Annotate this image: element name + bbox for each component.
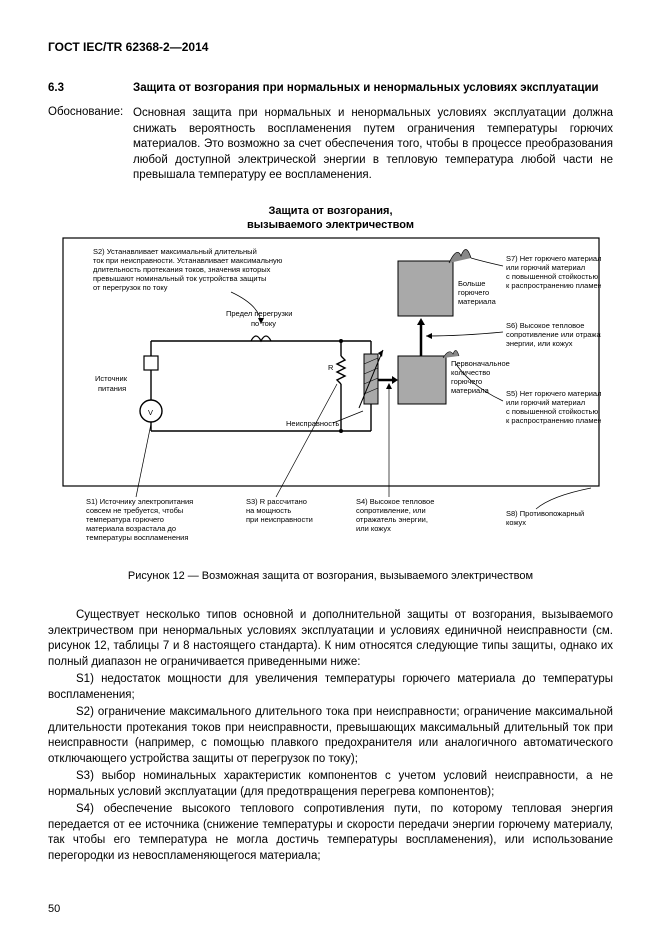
svg-text:совсем не требуется, чтобы: совсем не требуется, чтобы — [86, 506, 183, 515]
page-number: 50 — [48, 903, 60, 915]
section-title: Защита от возгорания при нормальных и не… — [133, 82, 613, 94]
svg-text:температура горючего: температура горючего — [86, 515, 164, 524]
svg-text:энергии, или кожух: энергии, или кожух — [506, 339, 573, 348]
svg-text:питания: питания — [98, 384, 126, 393]
justification-label: Обоснование: — [48, 106, 133, 184]
justification-text: Основная защита при нормальных и ненорма… — [133, 106, 613, 184]
body-text: Существует несколько типов основной и до… — [48, 608, 613, 864]
svg-text:S1) Источнику электропитания: S1) Источнику электропитания — [86, 497, 193, 506]
svg-text:V: V — [148, 408, 153, 417]
para-s3: S3) выбор номинальных характеристик комп… — [48, 769, 613, 800]
svg-text:R: R — [328, 363, 334, 372]
figure-caption: Рисунок 12 — Возможная защита от возгора… — [48, 570, 613, 582]
svg-text:длительность протекания токов,: длительность протекания токов, значения … — [93, 265, 271, 274]
svg-text:кожух: кожух — [506, 518, 526, 527]
para-s2: S2) ограничение максимального длительног… — [48, 705, 613, 767]
svg-text:к распространению пламени: к распространению пламени — [506, 281, 601, 290]
section-number: 6.3 — [48, 82, 133, 94]
svg-text:S2) Устанавливает максимальный: S2) Устанавливает максимальный длительны… — [93, 247, 257, 256]
svg-text:горючего: горючего — [458, 288, 489, 297]
svg-text:температуры воспламенения: температуры воспламенения — [86, 533, 188, 542]
svg-text:S4) Высокое тепловое: S4) Высокое тепловое — [356, 497, 434, 506]
svg-text:S3) R рассчитано: S3) R рассчитано — [246, 497, 307, 506]
svg-text:Источник: Источник — [95, 374, 128, 383]
svg-text:Первоначальное: Первоначальное — [451, 359, 510, 368]
svg-text:горючего: горючего — [451, 377, 482, 386]
svg-text:с повышенной стойкостью: с повышенной стойкостью — [506, 272, 598, 281]
svg-text:или горючий материал: или горючий материал — [506, 263, 585, 272]
svg-text:от перегрузок по току: от перегрузок по току — [93, 283, 168, 292]
svg-text:S8) Противопожарный: S8) Противопожарный — [506, 509, 584, 518]
svg-text:превышают номинальный ток устр: превышают номинальный ток устройства защ… — [93, 274, 266, 283]
svg-text:количество: количество — [451, 368, 490, 377]
para-s4: S4) обеспечение высокого теплового сопро… — [48, 802, 613, 864]
svg-text:сопротивление, или: сопротивление, или — [356, 506, 426, 515]
svg-text:к распространению пламени: к распространению пламени — [506, 416, 601, 425]
circuit-diagram: S2) Устанавливает максимальный длительны… — [61, 236, 601, 546]
svg-text:или кожух: или кожух — [356, 524, 391, 533]
figure-12: Защита от возгорания, вызываемого электр… — [48, 204, 613, 583]
svg-text:Предел перегрузки: Предел перегрузки — [226, 309, 292, 318]
svg-text:при неисправности: при неисправности — [246, 515, 313, 524]
figure-title-line1: Защита от возгорания, — [268, 205, 392, 217]
svg-text:материала: материала — [458, 297, 497, 306]
figure-title-line2: вызываемого электричеством — [247, 219, 414, 231]
section-heading: 6.3 Защита от возгорания при нормальных … — [48, 82, 613, 94]
justification-row: Обоснование: Основная защита при нормаль… — [48, 106, 613, 184]
svg-text:S7) Нет горючего материала,: S7) Нет горючего материала, — [506, 254, 601, 263]
svg-text:S6) Высокое тепловое: S6) Высокое тепловое — [506, 321, 584, 330]
svg-text:по току: по току — [251, 319, 276, 328]
svg-text:сопротивление или отражатель: сопротивление или отражатель — [506, 330, 601, 339]
svg-text:или горючий материал: или горючий материал — [506, 398, 585, 407]
svg-text:на мощность: на мощность — [246, 506, 291, 515]
svg-text:ток при неисправности. Устанав: ток при неисправности. Устанавливает мак… — [93, 256, 283, 265]
svg-text:с повышенной стойкостью: с повышенной стойкостью — [506, 407, 598, 416]
doc-header: ГОСТ IEC/TR 62368-2—2014 — [48, 40, 613, 54]
svg-text:Неисправность: Неисправность — [286, 419, 339, 428]
svg-text:S5) Нет горючего материала,: S5) Нет горючего материала, — [506, 389, 601, 398]
para-intro: Существует несколько типов основной и до… — [48, 608, 613, 670]
svg-text:материала возрастала до: материала возрастала до — [86, 524, 176, 533]
svg-text:отражатель энергии,: отражатель энергии, — [356, 515, 428, 524]
figure-title: Защита от возгорания, вызываемого электр… — [48, 204, 613, 233]
svg-text:Больше: Больше — [458, 279, 485, 288]
para-s1: S1) недостаток мощности для увеличения т… — [48, 672, 613, 703]
